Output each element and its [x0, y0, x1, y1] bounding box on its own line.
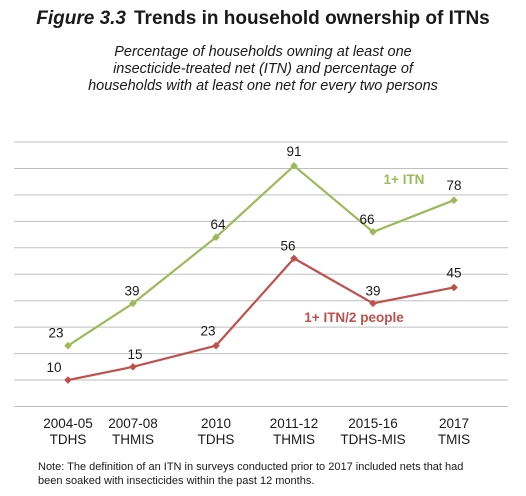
x-tick-label-1-line-1: 2004-05 [43, 416, 93, 431]
x-tick-label-3-line-1: 2010 [201, 416, 231, 431]
series-2-point-2 [129, 363, 137, 371]
x-tick-label-2-line-2: THMIS [112, 432, 154, 447]
series-1-data-label-2: 39 [124, 283, 139, 298]
x-tick-label-3-line-2: TDHS [198, 432, 235, 447]
chart-subtitle: Percentage of households owning at least… [40, 44, 486, 95]
series-1-data-label-6: 78 [446, 178, 461, 193]
series-1-name-label: 1+ ITN [384, 172, 425, 187]
series-1-point-4 [290, 162, 298, 170]
series-2-point-6 [450, 283, 458, 292]
series-2-data-label-2: 15 [127, 347, 142, 362]
x-tick-label-6-line-2: TMIS [438, 432, 470, 447]
subtitle-line-2: insecticide-treated net (ITN) and percen… [113, 61, 413, 77]
series-2-point-5 [369, 299, 377, 308]
x-tick-label-6-line-1: 2017 [439, 416, 469, 431]
series-2-data-label-6: 45 [446, 265, 461, 280]
series-2-point-3 [212, 341, 220, 350]
chart-note: Note: The definition of an ITN in survey… [38, 460, 508, 488]
series-1-point-1 [64, 341, 72, 350]
series-1-point-6 [450, 196, 458, 204]
series-2-data-label-4: 56 [280, 238, 295, 253]
series-2-data-label-5: 39 [365, 283, 380, 298]
series-1-data-label-5: 66 [359, 212, 374, 227]
series-1-point-2 [129, 299, 137, 308]
x-tick-label-4-line-1: 2011-12 [270, 416, 319, 431]
series-1-data-label-3: 64 [210, 217, 226, 232]
x-tick-label-5-line-2: TDHS-MIS [340, 432, 405, 447]
series-1-point-5 [369, 228, 377, 236]
note-line-2: been soaked with insecticides within the… [38, 475, 315, 487]
series-2-data-label-3: 23 [200, 324, 215, 339]
figure-number: Figure 3.3 [36, 8, 126, 29]
subtitle-line-1: Percentage of households owning at least… [114, 44, 412, 60]
series-2-name-label: 1+ ITN/2 people [304, 310, 404, 325]
x-tick-label-2-line-1: 2007-08 [108, 416, 158, 431]
subtitle-line-3: households with at least one net for eve… [88, 78, 438, 94]
series-line-2 [67, 257, 455, 382]
series-1-point-3 [212, 233, 220, 242]
series-1-data-label-1: 23 [48, 326, 63, 341]
chart-title: Figure 3.3 Trends in household ownership … [0, 8, 526, 30]
note-line-1: Note: The definition of an ITN in survey… [38, 461, 464, 473]
series-2-data-label-1: 10 [46, 360, 61, 375]
figure-title: Trends in household ownership of ITNs [134, 8, 490, 29]
x-tick-label-5-line-1: 2015-16 [348, 416, 398, 431]
series-2-point-4 [290, 254, 298, 263]
x-tick-label-1-line-2: TDHS [50, 432, 87, 447]
series-line-1 [67, 164, 455, 347]
series-1-data-label-4: 91 [286, 144, 301, 159]
series-2-point-1 [64, 376, 72, 384]
x-tick-label-4-line-2: THMIS [273, 432, 315, 447]
